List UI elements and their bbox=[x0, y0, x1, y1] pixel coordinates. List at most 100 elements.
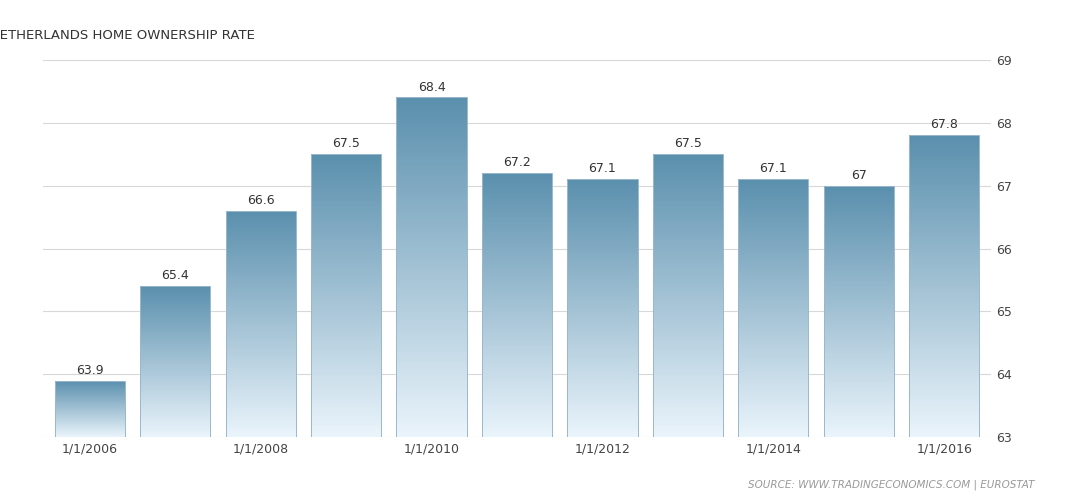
Bar bbox=[397, 118, 467, 119]
Bar bbox=[397, 157, 467, 159]
Bar bbox=[311, 345, 382, 347]
Bar bbox=[397, 186, 467, 187]
Bar bbox=[909, 183, 980, 185]
Bar bbox=[739, 359, 808, 360]
Bar bbox=[909, 320, 980, 321]
Bar bbox=[567, 403, 637, 404]
Bar bbox=[824, 236, 894, 237]
Bar bbox=[226, 212, 295, 213]
Bar bbox=[652, 225, 723, 226]
Bar bbox=[397, 305, 467, 307]
Bar bbox=[482, 369, 552, 370]
Bar bbox=[652, 169, 723, 171]
Bar bbox=[652, 420, 723, 422]
Bar bbox=[909, 146, 980, 147]
Bar bbox=[397, 248, 467, 250]
Bar bbox=[397, 125, 467, 126]
Bar bbox=[226, 214, 295, 215]
Bar bbox=[140, 353, 210, 354]
Bar bbox=[397, 315, 467, 317]
Bar bbox=[482, 211, 552, 213]
Bar bbox=[226, 358, 295, 359]
Bar bbox=[311, 168, 382, 169]
Bar bbox=[482, 207, 552, 209]
Bar bbox=[567, 320, 637, 321]
Bar bbox=[824, 215, 894, 216]
Bar bbox=[739, 187, 808, 188]
Bar bbox=[140, 301, 210, 302]
Bar bbox=[226, 384, 295, 385]
Bar bbox=[311, 356, 382, 358]
Bar bbox=[140, 316, 210, 317]
Bar bbox=[824, 309, 894, 310]
Bar bbox=[909, 137, 980, 138]
Bar bbox=[567, 419, 637, 420]
Bar bbox=[739, 410, 808, 412]
Bar bbox=[567, 415, 637, 416]
Bar bbox=[909, 230, 980, 232]
Bar bbox=[909, 235, 980, 237]
Bar bbox=[397, 162, 467, 164]
Bar bbox=[567, 215, 637, 217]
Bar bbox=[824, 290, 894, 291]
Bar bbox=[226, 397, 295, 398]
Bar bbox=[567, 329, 637, 330]
Bar bbox=[482, 225, 552, 226]
Bar bbox=[482, 312, 552, 313]
Bar bbox=[652, 257, 723, 259]
Bar bbox=[397, 320, 467, 322]
Bar bbox=[482, 191, 552, 193]
Bar bbox=[909, 403, 980, 404]
Bar bbox=[739, 335, 808, 336]
Bar bbox=[567, 302, 637, 303]
Bar bbox=[824, 235, 894, 236]
Bar bbox=[824, 291, 894, 293]
Bar bbox=[311, 236, 382, 238]
Bar bbox=[482, 296, 552, 297]
Bar bbox=[652, 378, 723, 379]
Bar bbox=[567, 412, 637, 413]
Bar bbox=[482, 214, 552, 215]
Bar bbox=[311, 253, 382, 254]
Bar bbox=[311, 225, 382, 226]
Bar bbox=[567, 266, 637, 267]
Bar bbox=[140, 305, 210, 306]
Bar bbox=[482, 283, 552, 284]
Bar bbox=[652, 291, 723, 293]
Bar bbox=[567, 224, 637, 226]
Bar bbox=[567, 418, 637, 419]
Bar bbox=[909, 246, 980, 247]
Bar bbox=[397, 300, 467, 301]
Bar bbox=[140, 349, 210, 350]
Bar bbox=[567, 297, 637, 298]
Bar bbox=[652, 385, 723, 386]
Bar bbox=[226, 392, 295, 393]
Bar bbox=[397, 301, 467, 303]
Bar bbox=[909, 385, 980, 386]
Bar bbox=[140, 388, 210, 389]
Bar bbox=[567, 311, 637, 312]
Bar bbox=[482, 343, 552, 345]
Bar bbox=[909, 365, 980, 366]
Bar bbox=[909, 166, 980, 167]
Bar bbox=[226, 296, 295, 297]
Bar bbox=[397, 121, 467, 123]
Bar bbox=[397, 312, 467, 313]
Bar bbox=[567, 325, 637, 327]
Bar bbox=[652, 290, 723, 291]
Bar bbox=[397, 222, 467, 223]
Bar bbox=[652, 256, 723, 257]
Bar bbox=[226, 312, 295, 313]
Bar bbox=[739, 312, 808, 314]
Bar bbox=[311, 195, 382, 197]
Bar bbox=[311, 205, 382, 206]
Bar bbox=[824, 185, 894, 187]
Bar bbox=[909, 283, 980, 285]
Bar bbox=[652, 366, 723, 368]
Bar bbox=[311, 422, 382, 423]
Bar bbox=[226, 331, 295, 332]
Bar bbox=[482, 311, 552, 312]
Bar bbox=[824, 201, 894, 202]
Bar bbox=[311, 177, 382, 178]
Bar bbox=[909, 347, 980, 348]
